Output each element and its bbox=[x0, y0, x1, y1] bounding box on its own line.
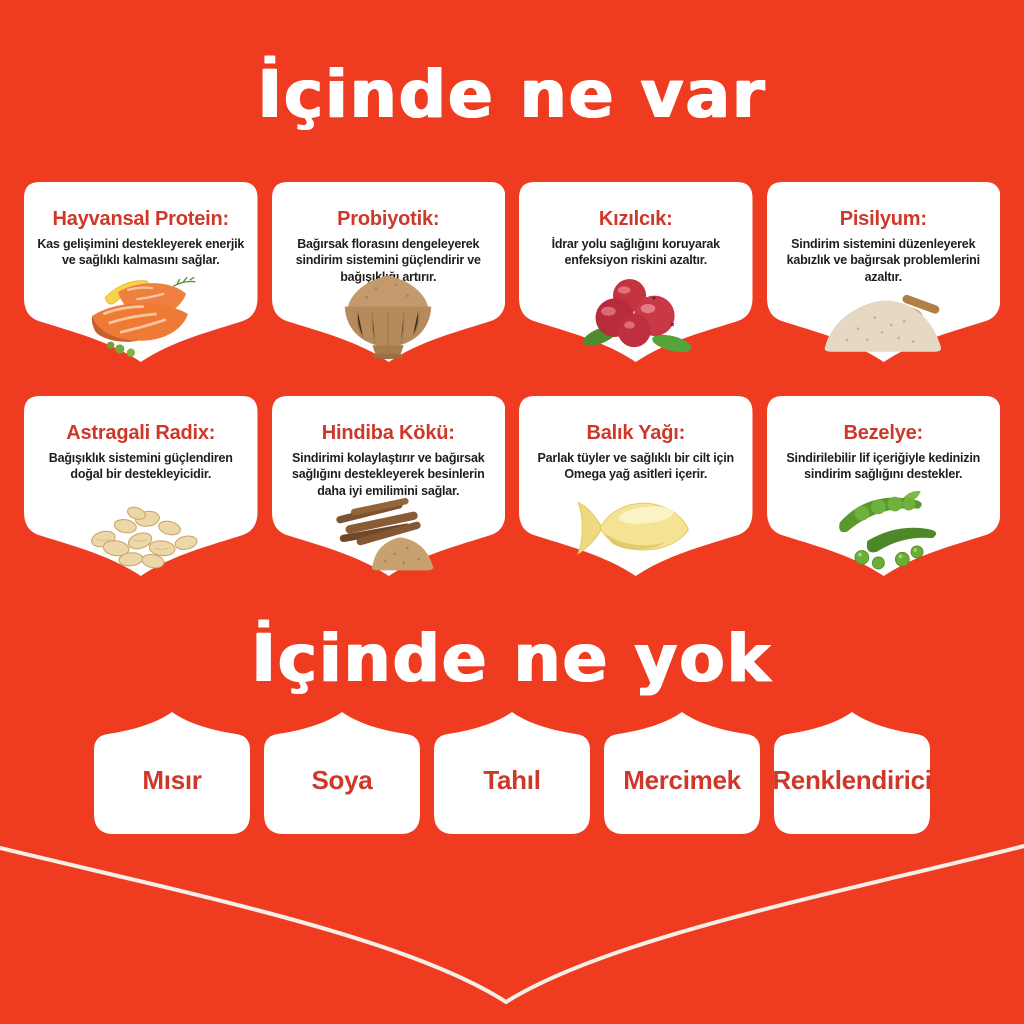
excluded-item-label: Mercimek bbox=[623, 764, 741, 795]
bubble-down-shape bbox=[271, 182, 505, 362]
ingredient-title: Astragali Radix: bbox=[66, 422, 216, 444]
excluded-card-mercimek: Mercimek bbox=[604, 712, 760, 834]
bubble-up-shape bbox=[434, 712, 590, 834]
psyllium-husk-image bbox=[809, 268, 957, 360]
ingredient-title: Bezelye: bbox=[843, 422, 924, 444]
card-pisilyum: Pisilyum: Sindirim sistemini düzenleyere… bbox=[766, 182, 1000, 362]
ingredient-description: Bağışıklık sistemini güçlendiren doğal b… bbox=[48, 451, 233, 482]
excluded-card-misir: Mısır bbox=[94, 712, 250, 834]
excluded-card-soya: Soya bbox=[264, 712, 420, 834]
ingredient-title: Kızılcık: bbox=[598, 208, 673, 230]
ingredient-title: Balık Yağı: bbox=[586, 422, 686, 444]
excluded-item-label: Mısır bbox=[142, 764, 202, 795]
astragalus-root-slices-image bbox=[67, 482, 215, 574]
bubble-down-shape bbox=[24, 396, 258, 576]
ingredient-description: Sindirimi kolaylaştırır ve bağırsak sağl… bbox=[291, 451, 485, 498]
bubble-up-shape bbox=[774, 712, 930, 834]
ingredient-description: Sindirilebilir lif içeriğiyle kedinizin … bbox=[786, 451, 981, 482]
bubble-down-shape bbox=[24, 182, 258, 362]
bubble-down-shape bbox=[519, 182, 753, 362]
decorative-v-curve bbox=[0, 844, 1024, 1005]
excluded-card-renklendirici: Renklendirici bbox=[772, 712, 932, 834]
chicory-root-image bbox=[314, 482, 462, 574]
excluded-items-grid: Mısır Soya Tahıl Mercimek Renklendirici bbox=[94, 712, 932, 834]
bubble-up-shape bbox=[604, 712, 760, 834]
card-kizilcik: Kızılcık: İdrar yolu sağlığını koruyarak… bbox=[519, 182, 753, 362]
card-hayvansal-protein: Hayvansal Protein: Kas gelişimini destek… bbox=[24, 182, 258, 362]
fish-oil-capsule-image bbox=[562, 482, 710, 574]
ingredient-description: Parlak tüyler ve sağlıklı bir cilt için … bbox=[537, 451, 735, 482]
bubble-down-shape bbox=[766, 396, 1000, 576]
ingredient-title: Hindiba Kökü: bbox=[321, 422, 455, 444]
card-hindiba-koku: Hindiba Kökü: Sindirimi kolaylaştırır ve… bbox=[271, 396, 505, 576]
bubble-up-shape bbox=[94, 712, 250, 834]
probiotic-bowl-image bbox=[314, 268, 462, 360]
card-balik-yagi: Balık Yağı: Parlak tüyler ve sağlıklı bi… bbox=[519, 396, 753, 576]
bubble-down-shape bbox=[766, 182, 1000, 362]
card-probiyotik: Probiyotik: Bağırsak florasını dengeleye… bbox=[271, 182, 505, 362]
bubble-down-shape bbox=[271, 396, 505, 576]
bubble-down-shape bbox=[519, 396, 753, 576]
bubble-up-shape bbox=[264, 712, 420, 834]
ingredient-title: Hayvansal Protein: bbox=[52, 208, 230, 230]
ingredients-grid: Hayvansal Protein: Kas gelişimini destek… bbox=[24, 182, 1000, 576]
cranberries-image bbox=[562, 268, 710, 360]
excluded-item-label: Soya bbox=[311, 764, 373, 795]
section-title-whats-not-inside: İçinde ne yok bbox=[251, 620, 773, 697]
ingredient-description: Bağırsak florasını dengeleyerek sindirim… bbox=[295, 237, 481, 284]
card-astragali-radix: Astragali Radix: Bağışıklık sistemini gü… bbox=[24, 396, 258, 576]
ingredient-description: Kas gelişimini destekleyerek enerjik ve … bbox=[37, 237, 245, 268]
ingredient-description: Sindirim sistemini düzenleyerek kabızlık… bbox=[786, 237, 980, 284]
excluded-card-tahil: Tahıl bbox=[434, 712, 590, 834]
excluded-item-label: Renklendirici bbox=[772, 764, 932, 795]
card-bezelye: Bezelye: Sindirilebilir lif içeriğiyle k… bbox=[766, 396, 1000, 576]
ingredient-title: Pisilyum: bbox=[839, 208, 927, 230]
salmon-fillet-image bbox=[67, 268, 215, 360]
ingredient-description: İdrar yolu sağlığını koruyarak enfeksiyo… bbox=[551, 237, 721, 268]
green-peas-image bbox=[809, 482, 957, 574]
ingredient-title: Probiyotik: bbox=[337, 208, 440, 230]
excluded-item-label: Tahıl bbox=[483, 764, 541, 795]
section-title-whats-inside: İçinde ne var bbox=[257, 56, 767, 133]
